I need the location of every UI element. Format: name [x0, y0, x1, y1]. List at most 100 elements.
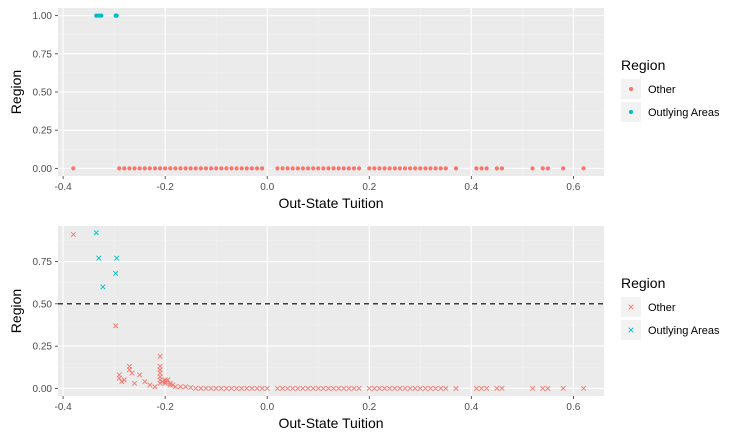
- point-other: [239, 166, 244, 171]
- point-other: [193, 166, 198, 171]
- point-other: [336, 166, 341, 171]
- point-other: [473, 385, 480, 392]
- x-tick-label: 0.4: [464, 182, 478, 193]
- point-other: [208, 385, 214, 392]
- point-other: [70, 231, 76, 238]
- point-other: [274, 385, 281, 392]
- y-tick-label: 0.25: [33, 342, 53, 353]
- point-other: [433, 166, 438, 171]
- point-other: [540, 385, 546, 392]
- legend-title: Region: [621, 57, 665, 73]
- point-other: [233, 385, 240, 392]
- x-tick-label: -0.4: [54, 182, 72, 193]
- point-other: [285, 385, 291, 392]
- point-other: [366, 385, 372, 392]
- point-other: [417, 385, 423, 392]
- point-other: [443, 166, 448, 171]
- point-other: [367, 166, 372, 171]
- point-other: [356, 166, 362, 171]
- point-other: [165, 377, 171, 383]
- point-other: [422, 385, 429, 392]
- point-other: [127, 166, 132, 171]
- point-outlying-areas: [96, 255, 102, 261]
- legend-label-other: Other: [648, 302, 676, 314]
- point-outlying-areas: [93, 230, 99, 236]
- point-other: [494, 385, 500, 392]
- point-other: [530, 166, 535, 171]
- point-other: [228, 385, 235, 392]
- point-other: [341, 385, 347, 392]
- x-axis-title: Out-State Tuition: [278, 195, 383, 211]
- point-other: [311, 166, 316, 171]
- x-tick-label: -0.2: [157, 402, 175, 413]
- point-other: [397, 166, 402, 171]
- point-other: [147, 382, 153, 388]
- point-other: [142, 166, 147, 171]
- legend-keys: [621, 297, 641, 340]
- point-other: [203, 166, 209, 171]
- point-other: [331, 166, 336, 171]
- point-other: [121, 377, 127, 383]
- point-other: [178, 166, 183, 171]
- point-other: [249, 385, 255, 392]
- point-other: [438, 166, 443, 171]
- point-other: [126, 367, 133, 373]
- point-other: [376, 385, 383, 392]
- point-other: [147, 166, 152, 171]
- point-other: [203, 385, 209, 392]
- point-other: [193, 385, 199, 392]
- point-other: [316, 166, 321, 171]
- point-other: [561, 166, 566, 171]
- point-outlying-areas: [114, 255, 120, 261]
- x-axis-title: Out-State Tuition: [278, 415, 383, 431]
- point-other: [290, 166, 295, 171]
- point-other: [397, 385, 403, 392]
- point-other: [129, 370, 135, 376]
- point-other: [427, 385, 434, 392]
- legend-label-outlying-areas: Outlying Areas: [648, 325, 720, 337]
- point-other: [392, 166, 397, 171]
- point-other: [478, 385, 485, 392]
- point-other: [113, 323, 119, 329]
- point-other: [432, 385, 439, 392]
- point-other: [346, 166, 351, 171]
- point-other: [560, 385, 566, 392]
- axis-ticks: -0.4 -0.2 0.0 0.2 0.4 0.6 0.00 0.25 0.50 0.75 1.00: [33, 11, 581, 193]
- legend: Region Other Outlying Areas: [621, 275, 720, 340]
- point-other: [162, 379, 168, 385]
- point-other: [219, 166, 224, 171]
- point-other: [428, 166, 433, 171]
- point-other: [372, 166, 377, 171]
- point-outlying-areas: [113, 270, 119, 276]
- point-other: [529, 385, 536, 392]
- point-other: [254, 385, 260, 392]
- y-tick-label: 0.50: [33, 88, 53, 99]
- point-other: [244, 166, 249, 171]
- point-other: [188, 166, 193, 171]
- point-other: [371, 385, 377, 392]
- point-other: [479, 166, 484, 171]
- point-other: [545, 385, 551, 392]
- point-other: [260, 166, 265, 171]
- y-tick-label: 0.25: [33, 126, 53, 137]
- point-other: [484, 166, 489, 171]
- point-other: [279, 385, 286, 392]
- point-other: [341, 166, 346, 171]
- legend-label-other: Other: [648, 84, 676, 96]
- point-other: [254, 166, 260, 171]
- point-other: [117, 166, 122, 171]
- point-other: [321, 166, 326, 171]
- point-other: [356, 385, 362, 392]
- y-tick-label: 0.75: [33, 257, 53, 268]
- point-other: [300, 385, 306, 392]
- legend-marker-outlying-areas: [628, 327, 634, 333]
- point-other: [264, 385, 270, 392]
- point-other: [208, 166, 214, 171]
- point-other: [142, 379, 148, 385]
- point-other: [484, 385, 490, 392]
- point-other: [259, 385, 265, 392]
- point-other: [305, 166, 311, 171]
- panel-background: [58, 226, 604, 396]
- point-other: [167, 380, 173, 386]
